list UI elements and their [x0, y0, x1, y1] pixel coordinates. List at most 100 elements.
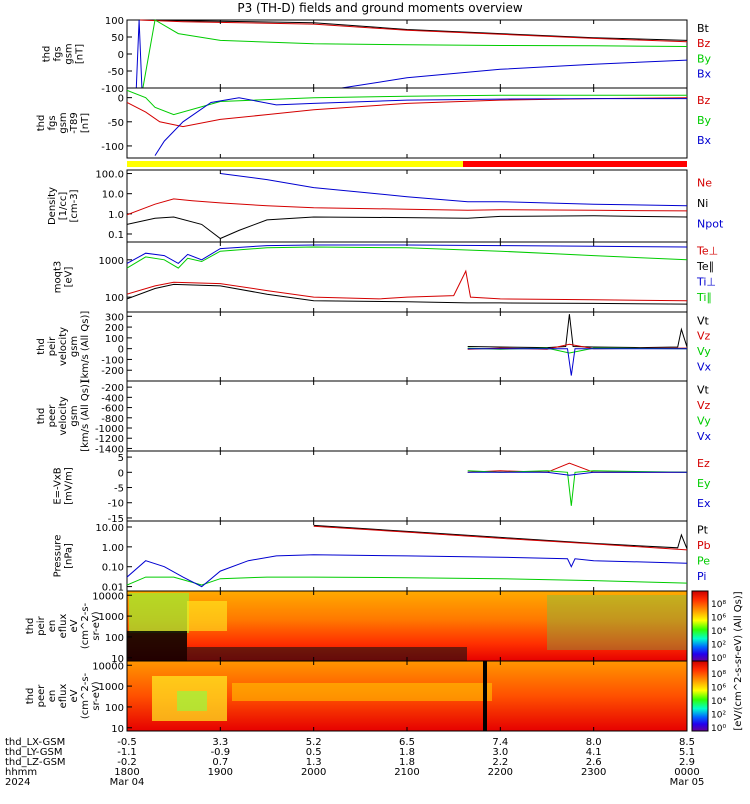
panel-10: 10000 1000 100 10 thd peer en eflux eV (cm^2-s-sr… [25, 660, 688, 735]
y-tick-label: 1000 [99, 682, 124, 693]
ephemeris-value: 2.2 [492, 757, 508, 768]
y-axis-label-line: gsm [69, 405, 80, 426]
y-axis-label-line: [eV] [64, 267, 75, 288]
colorbar-tick-label: 10⁰ [711, 724, 726, 734]
panel-4: 1000 100 moqt3 [eV] Te⊥ Te∥ Ti⊥ Ti∥ [53, 241, 718, 313]
y-tick-label: 10.0 [102, 190, 124, 201]
colorbar-tick-label: 10⁴ [711, 697, 726, 707]
y-tick-label: -5 [114, 484, 124, 495]
series-line-bz [140, 19, 688, 43]
y-axis-label-line: moqt3 [53, 261, 64, 294]
legend-entry: Bz [697, 37, 711, 50]
ephemeris-row-label: hhmm [5, 767, 37, 778]
series-line-pb [313, 525, 688, 551]
legend-entry: Pi [697, 570, 706, 583]
y-axis-label-line: thd [36, 408, 47, 425]
colorbar-tick-label: 10⁶ [711, 614, 726, 624]
series-line-by [142, 19, 688, 89]
spectrogram-green-core [177, 691, 207, 711]
legend-entry: Bx [697, 134, 712, 147]
y-tick-label: 0 [118, 50, 124, 61]
ephemeris-value: 1800 [114, 767, 139, 778]
series-line-bt [140, 19, 688, 41]
ephemeris-value: 3.0 [492, 747, 508, 758]
y-tick-label: 1.00 [102, 543, 124, 554]
y-tick-label: 1000 [99, 612, 124, 623]
y-axis-label-line: fgs [47, 115, 58, 130]
legend-entry: Vt [697, 314, 710, 327]
spectrogram-green-wash [547, 595, 687, 650]
legend-entry: Vy [697, 415, 711, 428]
y-tick-label: 200 [105, 323, 124, 334]
y-axis-label-line: velocity [58, 327, 69, 366]
ephemeris-value: 4.1 [586, 747, 602, 758]
legend-entry: Vt [697, 383, 710, 396]
ephemeris-value: -0.2 [117, 757, 137, 768]
y-tick-label: 0.10 [102, 563, 124, 574]
ephemeris-value: 3.3 [212, 737, 228, 748]
legend-entry: Npot [697, 218, 724, 231]
series-line-ni [126, 215, 688, 240]
y-tick-label: -100 [101, 355, 124, 366]
y-tick-label: 100.0 [95, 170, 124, 181]
ephemeris-value: 2.9 [679, 757, 695, 768]
legend-entry: By [697, 114, 712, 127]
y-axis-label-line: thd [36, 115, 47, 132]
ephemeris-value: 0.7 [212, 757, 228, 768]
y-axis-label-line: eV [69, 619, 80, 632]
series-line-ex [467, 471, 687, 476]
y-tick-label: -50 [108, 67, 124, 78]
series-line-vx [467, 348, 687, 376]
colorbar [691, 590, 709, 662]
y-axis-label-line: sr-eV) [91, 611, 102, 640]
y-tick-label: 100 [105, 16, 124, 27]
legend-entry: Ti∥ [696, 291, 712, 304]
series-line-vt [467, 314, 688, 349]
y-axis-label-line: [1/cc] [58, 192, 69, 221]
y-tick-label: 10 [111, 654, 124, 665]
y-tick-label: 100 [105, 633, 124, 644]
y-axis-label-line: Pressure [53, 535, 64, 578]
ephemeris-value: 6.5 [399, 737, 415, 748]
ephemeris-value: 2.6 [586, 757, 602, 768]
panel-8: 10.00 1.00 0.10 0.01 Pressure [nPa] Pt Pb Pe Pi [53, 520, 711, 594]
y-axis-label-line: velocity [58, 396, 69, 435]
date-end-label: Mar 05 [670, 777, 705, 788]
year-label: 2024 [5, 777, 30, 788]
y-tick-label: -1200 [95, 434, 124, 445]
ephemeris-value: 7.4 [492, 737, 508, 748]
y-tick-label: 10 [111, 724, 124, 735]
y-axis-label: Density [1/cc] [cm-3] [47, 187, 80, 225]
legend-entry: Te⊥ [696, 244, 718, 257]
y-axis-label-line: peir [47, 336, 58, 356]
mode-bar [127, 161, 687, 167]
y-axis-label-line: [nPa] [64, 543, 75, 569]
y-axis-label: thd peir en eflux eV (cm^2-s-sr-eV) [25, 602, 102, 649]
y-tick-label: -200 [101, 383, 124, 394]
y-axis-label-line: (cm^2-s- [80, 602, 91, 649]
y-axis-label-line: -T89 [69, 112, 80, 134]
series-line-by [126, 89, 687, 116]
y-tick-label: 0 [118, 94, 124, 105]
y-axis-label: Pressure [nPa] [53, 535, 75, 578]
series-line-te [126, 283, 688, 305]
time-axis: thd_LX-GSM -0.5 3.3 5.2 6.5 7.4 8.0 8.5 thd_LY-G… [5, 737, 704, 788]
panel-1: 100 50 0 -50 -100 thd fgs gsm [nT] Bt Bz By Bx [42, 16, 712, 95]
panel-9: 10000 1000 100 10 thd peir en eflux eV (cm^2-s-sr… [25, 590, 688, 665]
colorbar [691, 660, 709, 732]
y-tick-label: -50 [108, 118, 124, 129]
y-tick-label: 100 [105, 703, 124, 714]
legend-entry: Bx [697, 67, 712, 80]
panel-frame [126, 311, 688, 382]
ephemeris-row-label: thd_LX-GSM [5, 737, 65, 748]
y-tick-label: 1.0 [108, 210, 124, 221]
legend-entry: Ex [697, 497, 711, 510]
ephemeris-row-label: thd_LY-GSM [5, 747, 62, 758]
ephemeris-value: 5.1 [679, 747, 695, 758]
y-axis-label-line: peir [36, 615, 47, 635]
panel-6: -200-400-600-800-1000-1200-1400 thd peer ve… [36, 380, 712, 455]
y-tick-label: 0.1 [108, 230, 124, 241]
y-axis-label-line: eV [69, 689, 80, 702]
